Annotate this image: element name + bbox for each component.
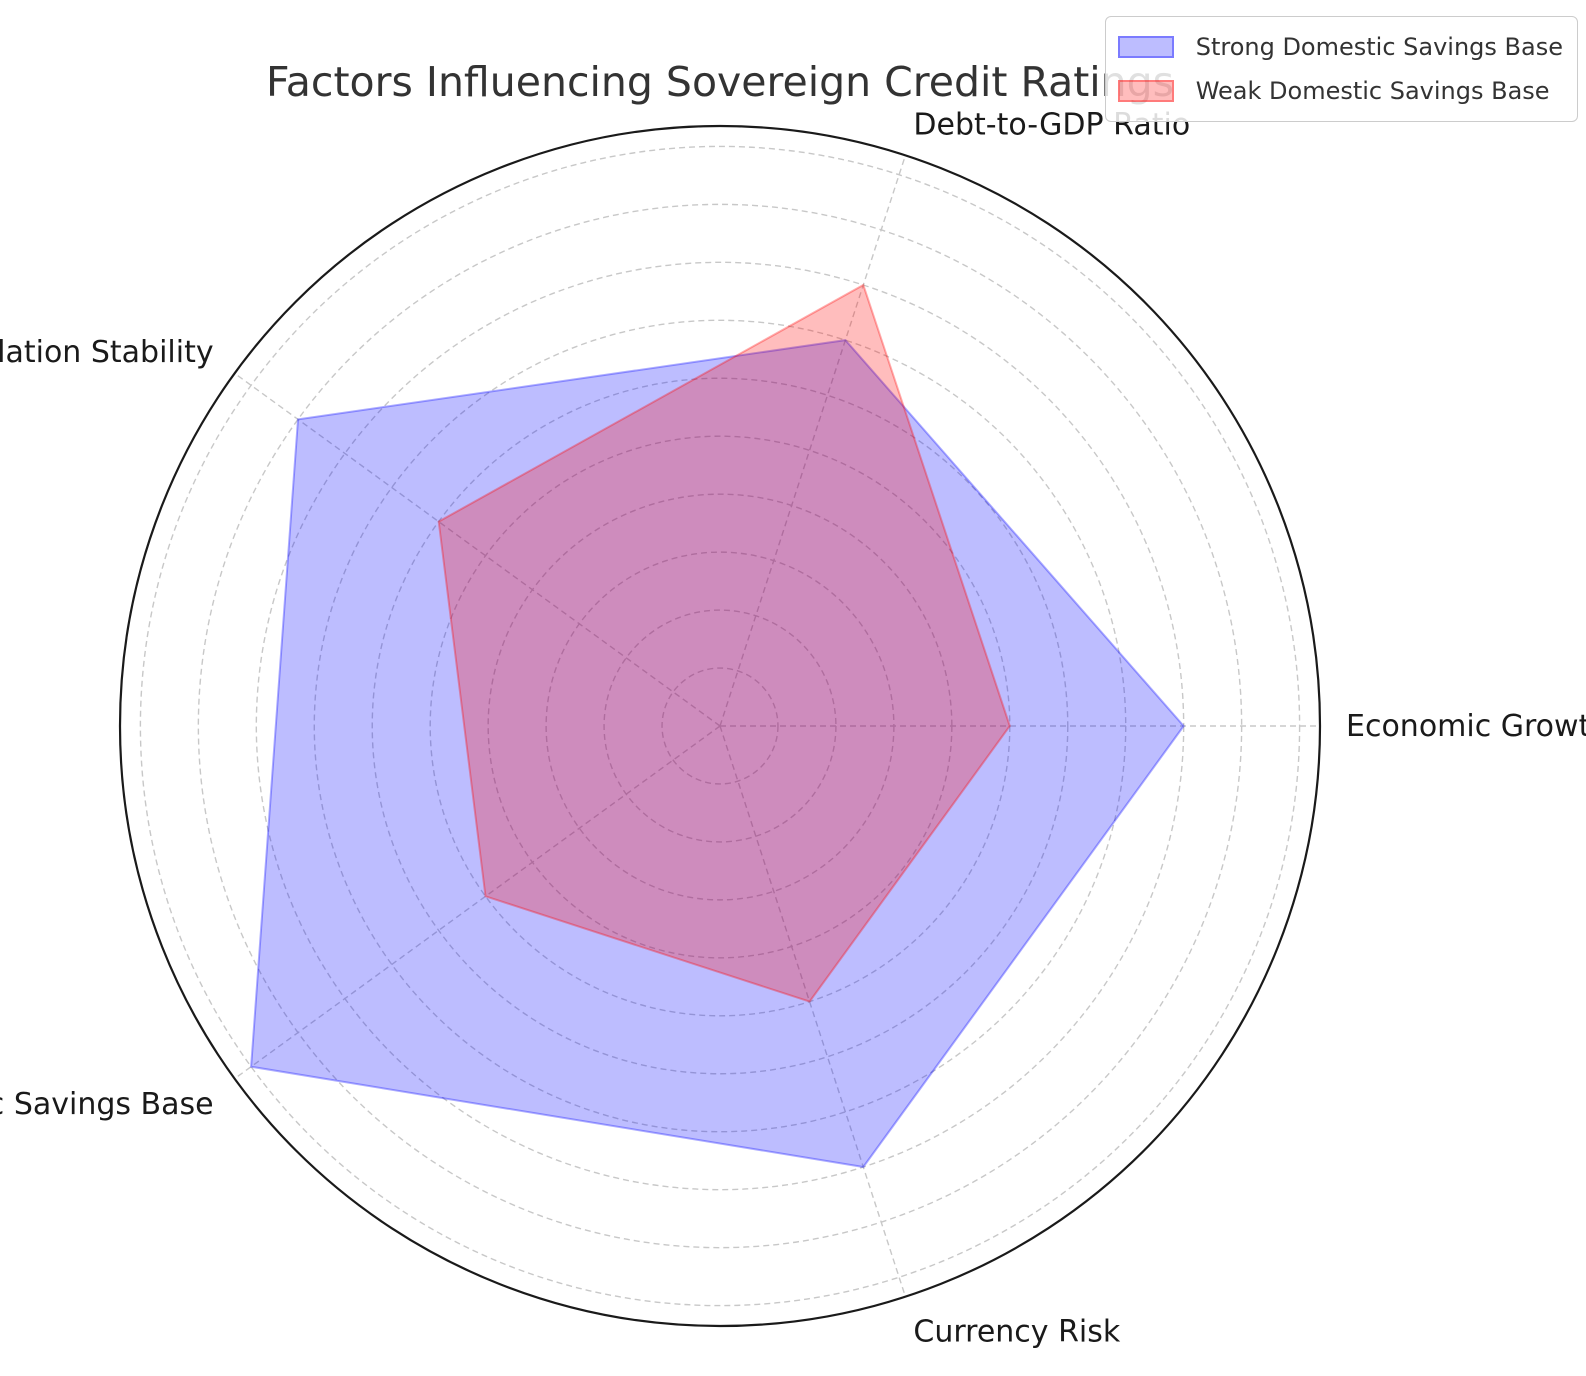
series-polygons bbox=[250, 283, 1185, 1169]
grid-ring bbox=[661, 667, 779, 785]
grid-ring bbox=[371, 377, 1069, 1075]
axis-spoke bbox=[719, 725, 907, 1297]
axis-label: Economic Growth bbox=[1346, 709, 1586, 744]
legend-swatch-strong bbox=[1117, 36, 1174, 58]
grid-ring bbox=[429, 435, 1011, 1017]
series-polygon-strong bbox=[250, 339, 1185, 1169]
outer-frame-circle bbox=[118, 124, 1322, 1328]
axis-label: Inflation Stability bbox=[0, 335, 214, 370]
legend-item-strong: Strong Domestic Savings Base bbox=[1117, 25, 1563, 69]
legend-swatch-weak bbox=[1117, 80, 1174, 102]
legend-item-weak: Weak Domestic Savings Base bbox=[1117, 69, 1563, 113]
axis-label: Currency Risk bbox=[913, 1314, 1121, 1349]
chart-title: Factors Influencing Sovereign Credit Rat… bbox=[265, 58, 1175, 106]
legend-label-strong: Strong Domestic Savings Base bbox=[1195, 33, 1563, 61]
legend-label-weak: Weak Domestic Savings Base bbox=[1195, 77, 1550, 105]
series-polygon-weak bbox=[437, 283, 1011, 1003]
legend: Strong Domestic Savings Base Weak Domest… bbox=[1104, 16, 1578, 122]
grid-ring bbox=[139, 145, 1301, 1307]
axis-spoke bbox=[234, 725, 721, 1080]
axis-spoke bbox=[719, 155, 907, 727]
axis-label: Domestic Savings Base bbox=[0, 1087, 214, 1122]
radial-grid bbox=[139, 145, 1320, 1307]
